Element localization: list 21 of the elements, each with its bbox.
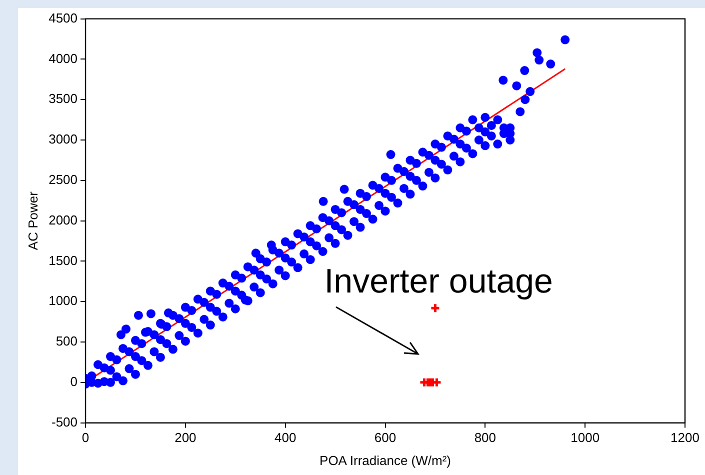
x-tick-label: 600 bbox=[374, 430, 396, 446]
y-tick-label: 4500 bbox=[48, 10, 78, 26]
y-tick-label: 4000 bbox=[48, 50, 78, 66]
y-tick-label: 3500 bbox=[48, 91, 78, 106]
x-tick-label: 400 bbox=[274, 430, 296, 446]
y-tick-label: 1000 bbox=[48, 293, 78, 308]
y-tick-label: -500 bbox=[51, 414, 78, 430]
x-tick-label: 200 bbox=[174, 430, 196, 446]
y-tick-label: 0 bbox=[70, 374, 78, 389]
y-tick-label: 2500 bbox=[48, 172, 78, 187]
x-tick-label: 800 bbox=[474, 430, 496, 446]
x-tick-label: 1000 bbox=[570, 430, 600, 446]
x-axis-title: POA Irradiance (W/m²) bbox=[320, 452, 451, 468]
x-tick-label: 1200 bbox=[670, 430, 700, 446]
y-axis-title: AC Power bbox=[25, 190, 40, 250]
y-tick-label: 500 bbox=[56, 334, 78, 349]
x-tick-label: 0 bbox=[82, 430, 90, 446]
annotation: Inverter outage bbox=[324, 262, 553, 300]
y-tick-label: 3000 bbox=[48, 132, 78, 147]
y-tick-label: 1500 bbox=[48, 252, 78, 268]
y-tick-label: 2000 bbox=[48, 212, 78, 228]
